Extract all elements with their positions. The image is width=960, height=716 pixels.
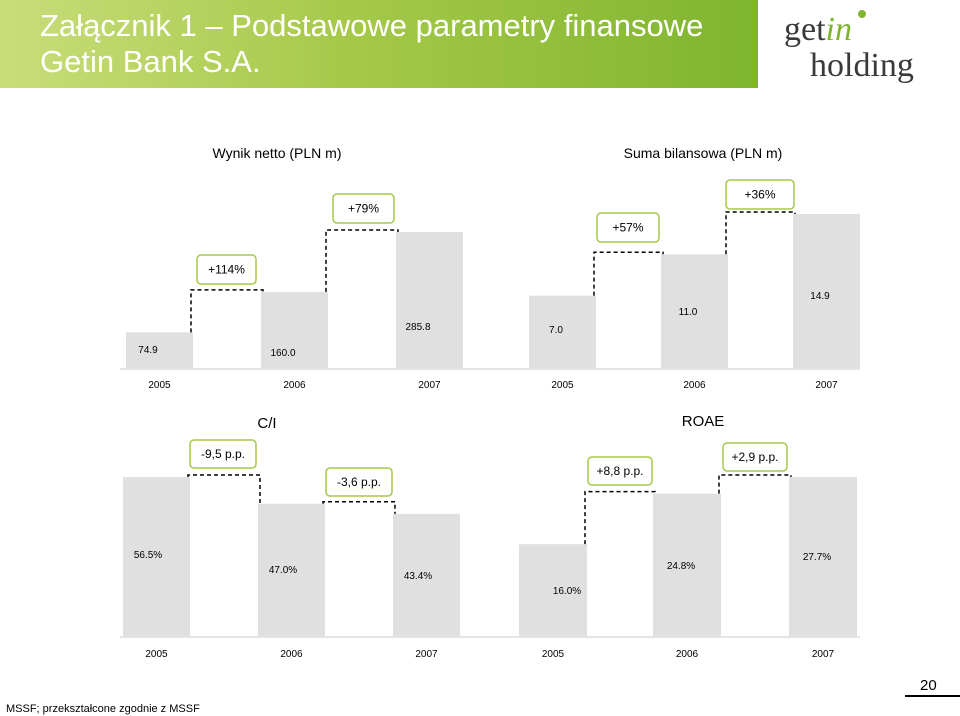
change-connector (718, 474, 792, 494)
change-label: -3,6 p.p. (337, 475, 381, 489)
bar-2006 (661, 254, 728, 368)
data-label: 24.8% (667, 561, 695, 572)
bar-2007 (396, 232, 463, 368)
bar-2005 (123, 477, 190, 636)
data-label: 47.0% (269, 565, 297, 576)
change-label: +79% (348, 202, 379, 216)
bar-2007 (789, 477, 857, 636)
change-badge (196, 254, 257, 285)
change-connector (190, 289, 264, 333)
page-number-rule (905, 695, 960, 697)
bar-2005 (126, 332, 193, 368)
data-label: 16.0% (553, 586, 581, 597)
page-title: Załącznik 1 – Podstawowe parametry finan… (40, 8, 703, 80)
change-badge (189, 439, 257, 469)
change-badge (587, 456, 653, 486)
bar-2006 (258, 503, 325, 636)
x-tick-label: 2007 (815, 380, 838, 391)
getin-holding-logo: getin holding (780, 8, 940, 88)
change-label: +36% (744, 188, 775, 202)
change-label: -9,5 p.p. (201, 447, 245, 461)
change-label: +8,8 p.p. (596, 464, 643, 478)
data-label: 14.9 (810, 291, 830, 302)
change-connector (187, 474, 261, 504)
change-badge (332, 193, 395, 224)
x-tick-label: 2005 (145, 649, 168, 660)
chart-title: Wynik netto (PLN m) (212, 145, 341, 161)
change-connector (325, 229, 399, 292)
data-label: 160.0 (270, 348, 295, 359)
data-label: 285.8 (405, 322, 430, 333)
x-tick-label: 2005 (148, 380, 171, 391)
page-number: 20 (920, 677, 937, 694)
change-connector (593, 251, 664, 296)
chart-title: Suma bilansowa (PLN m) (624, 145, 783, 161)
footnote: MSSF; przekształcone zgodnie z MSSF (6, 703, 200, 715)
x-tick-label: 2007 (812, 649, 835, 660)
x-tick-label: 2007 (418, 380, 441, 391)
change-badge (596, 212, 660, 243)
x-tick-label: 2006 (283, 380, 306, 391)
data-label: 7.0 (549, 325, 563, 336)
logo-wordmark-top: getin (784, 11, 852, 48)
data-label: 43.4% (404, 571, 432, 582)
change-connector (584, 490, 656, 545)
page-title-line1: Załącznik 1 – Podstawowe parametry finan… (40, 8, 704, 43)
x-tick-label: 2006 (683, 380, 706, 391)
data-label: 74.9 (138, 345, 158, 356)
change-badge (725, 179, 795, 210)
data-label: 11.0 (679, 307, 698, 318)
bar-2006 (653, 493, 721, 636)
bar-2007 (793, 214, 860, 368)
change-label: +57% (612, 221, 643, 235)
x-tick-label: 2007 (415, 649, 438, 660)
change-label: +114% (208, 263, 245, 277)
title-banner: Załącznik 1 – Podstawowe parametry finan… (0, 0, 758, 88)
logo-wordmark-bottom: holding (810, 47, 914, 84)
chart-title: ROAE (682, 413, 725, 430)
bar-2005 (529, 295, 596, 368)
x-tick-label: 2005 (551, 380, 574, 391)
x-tick-label: 2006 (280, 649, 303, 660)
data-label: 27.7% (803, 552, 831, 563)
change-connector (725, 211, 796, 255)
change-connector (322, 500, 396, 514)
x-tick-label: 2006 (676, 649, 699, 660)
change-badge (722, 442, 788, 472)
change-label: +2,9 p.p. (731, 450, 778, 464)
data-label: 56.5% (134, 550, 162, 561)
x-tick-label: 2005 (542, 649, 565, 660)
page-title-line2: Getin Bank S.A. (40, 44, 261, 79)
bar-2006 (261, 291, 328, 368)
logo-dot (858, 10, 866, 18)
chart-title: C/I (257, 415, 276, 432)
change-badge (325, 467, 393, 497)
bar-2007 (393, 513, 460, 636)
bar-2005 (519, 544, 587, 636)
